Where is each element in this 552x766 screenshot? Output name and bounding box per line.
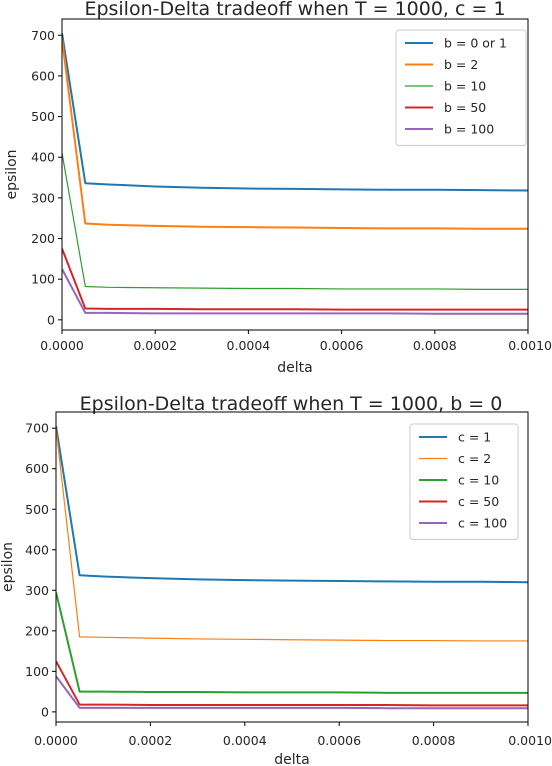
series-line-4 [62, 248, 528, 311]
legend-box [409, 423, 519, 540]
series-line-2 [56, 428, 528, 642]
chart-panel-1: Epsilon-Delta tradeoff when T = 1000, c … [4, 0, 552, 376]
series-line-1 [56, 426, 528, 584]
series-line-5 [62, 268, 528, 315]
plot-frame [55, 411, 529, 723]
x-tick-label: 0.0008 [412, 733, 456, 748]
x-tick-label: 0.0008 [413, 338, 457, 353]
y-tick-label: 300 [31, 190, 55, 205]
series-line-3 [62, 153, 528, 290]
y-tick-label: 700 [31, 28, 55, 43]
x-axis-label: delta [274, 752, 309, 766]
y-tick-label: 400 [31, 150, 55, 165]
series-line-3 [56, 592, 528, 694]
series-group [56, 426, 528, 710]
y-tick-label: 500 [31, 109, 55, 124]
legend-label-1: c = 1 [458, 430, 491, 445]
legend-label-2: c = 2 [458, 451, 491, 466]
series-line-2 [62, 39, 528, 230]
x-tick-label: 0.0006 [317, 733, 361, 748]
x-tick-label: 0.0002 [133, 338, 177, 353]
y-tick-label: 500 [25, 502, 49, 517]
x-tick-label: 0.0004 [227, 338, 271, 353]
chart-title: Epsilon-Delta tradeoff when T = 1000, c … [84, 0, 505, 20]
y-tick-label: 200 [25, 623, 49, 638]
y-tick-label: 0 [41, 704, 49, 719]
series-line-1 [62, 33, 528, 192]
plot-frame [61, 18, 529, 331]
chart-panel-2: Epsilon-Delta tradeoff when T = 1000, b … [0, 393, 552, 766]
legend-label-3: b = 10 [444, 79, 486, 94]
y-tick-label: 100 [31, 272, 55, 287]
y-tick-label: 100 [25, 664, 49, 679]
x-tick-label: 0.0000 [34, 733, 78, 748]
y-tick-label: 700 [25, 421, 49, 436]
x-tick-label: 0.0004 [223, 733, 267, 748]
x-tick-label: 0.0006 [320, 338, 364, 353]
x-tick-label: 0.0000 [40, 338, 84, 353]
chart-title: Epsilon-Delta tradeoff when T = 1000, b … [80, 393, 503, 415]
y-tick-label: 600 [25, 461, 49, 476]
x-tick-label: 0.0010 [508, 338, 552, 353]
y-tick-label: 200 [31, 231, 55, 246]
x-tick-label: 0.0010 [508, 733, 552, 748]
y-tick-label: 400 [25, 542, 49, 557]
legend-label-4: c = 50 [458, 494, 499, 509]
legend-label-2: b = 2 [444, 57, 478, 72]
x-tick-label: 0.0002 [129, 733, 173, 748]
y-tick-label: 600 [31, 68, 55, 83]
legend-label-4: b = 50 [444, 100, 486, 115]
legend: b = 0 or 1 b = 2 b = 10 b = 50 b = 100 [395, 29, 527, 146]
legend-label-5: b = 100 [444, 122, 494, 137]
y-axis-label: epsilon [0, 542, 16, 592]
y-axis-label: epsilon [4, 149, 20, 199]
legend: c = 1 c = 2 c = 10 c = 50 c = 100 [409, 423, 519, 540]
legend-label-3: c = 10 [458, 473, 499, 488]
x-axis-label: delta [277, 360, 312, 376]
legend-label-5: c = 100 [458, 516, 507, 531]
series-line-4 [56, 660, 528, 707]
y-tick-label: 300 [25, 583, 49, 598]
series-group [62, 33, 528, 315]
series-line-5 [56, 675, 528, 710]
y-tick-label: 0 [47, 312, 55, 327]
legend-label-1: b = 0 or 1 [444, 36, 507, 51]
legend-box [395, 29, 527, 146]
